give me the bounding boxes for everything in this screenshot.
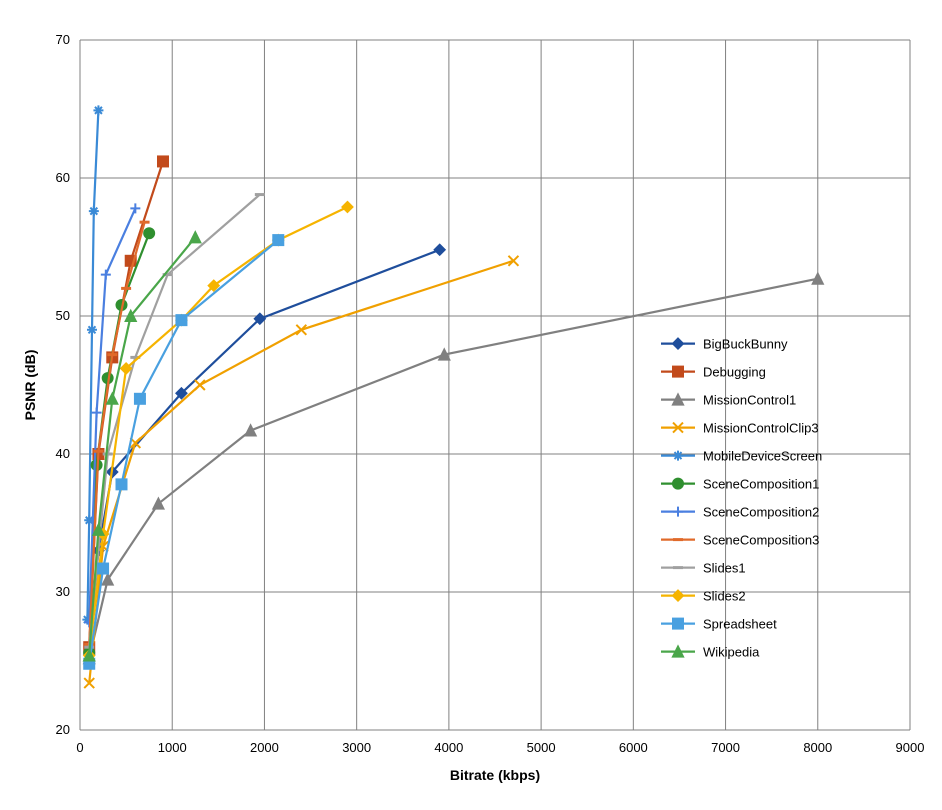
marker-asterisk — [673, 451, 683, 461]
legend-label: Spreadsheet — [703, 617, 777, 632]
y-tick-label: 60 — [56, 170, 70, 185]
x-tick-label: 2000 — [250, 740, 279, 755]
marker-circle — [673, 479, 683, 489]
x-axis-label: Bitrate (kbps) — [450, 767, 540, 783]
x-tick-label: 7000 — [711, 740, 740, 755]
chart-background — [0, 0, 942, 810]
marker-square — [673, 619, 683, 629]
marker-square — [117, 479, 127, 489]
legend-label: SceneComposition2 — [703, 505, 819, 520]
x-tick-label: 0 — [76, 740, 83, 755]
y-tick-label: 50 — [56, 308, 70, 323]
y-tick-label: 20 — [56, 722, 70, 737]
psnr-bitrate-chart: 20 30 40 50 60 70 0 1000 2000 3000 4000 5000 6000 700… — [0, 0, 942, 810]
legend-label: Slides1 — [703, 561, 746, 576]
legend-label: SceneComposition1 — [703, 477, 819, 492]
x-tick-label: 4000 — [434, 740, 463, 755]
marker-square — [273, 235, 283, 245]
x-tick-label: 9000 — [896, 740, 925, 755]
legend-label: Slides2 — [703, 589, 746, 604]
legend-label: Wikipedia — [703, 645, 760, 660]
legend-label: SceneComposition3 — [703, 533, 819, 548]
legend-label: Debugging — [703, 365, 766, 380]
y-tick-label: 70 — [56, 32, 70, 47]
x-tick-label: 8000 — [803, 740, 832, 755]
chart-svg: 20 30 40 50 60 70 0 1000 2000 3000 4000 5000 6000 700… — [0, 0, 942, 810]
marker-square — [176, 315, 186, 325]
y-axis-label: PSNR (dB) — [22, 350, 38, 421]
y-tick-label: 40 — [56, 446, 70, 461]
marker-asterisk — [93, 105, 103, 115]
legend-label: BigBuckBunny — [703, 337, 788, 352]
x-tick-label: 1000 — [158, 740, 187, 755]
legend-label: MobileDeviceScreen — [703, 449, 822, 464]
marker-circle — [144, 228, 154, 238]
legend-label: MissionControl1 — [703, 393, 796, 408]
x-tick-label: 5000 — [527, 740, 556, 755]
marker-square — [673, 367, 683, 377]
y-tick-label: 30 — [56, 584, 70, 599]
marker-asterisk — [89, 206, 99, 216]
legend-label: MissionControlClip3 — [703, 421, 819, 436]
marker-square — [158, 156, 168, 166]
marker-square — [98, 564, 108, 574]
x-tick-label: 3000 — [342, 740, 371, 755]
x-tick-label: 6000 — [619, 740, 648, 755]
legend-item: Debugging — [661, 365, 766, 380]
marker-asterisk — [87, 325, 97, 335]
legend-item: Spreadsheet — [661, 617, 777, 632]
marker-square — [135, 394, 145, 404]
